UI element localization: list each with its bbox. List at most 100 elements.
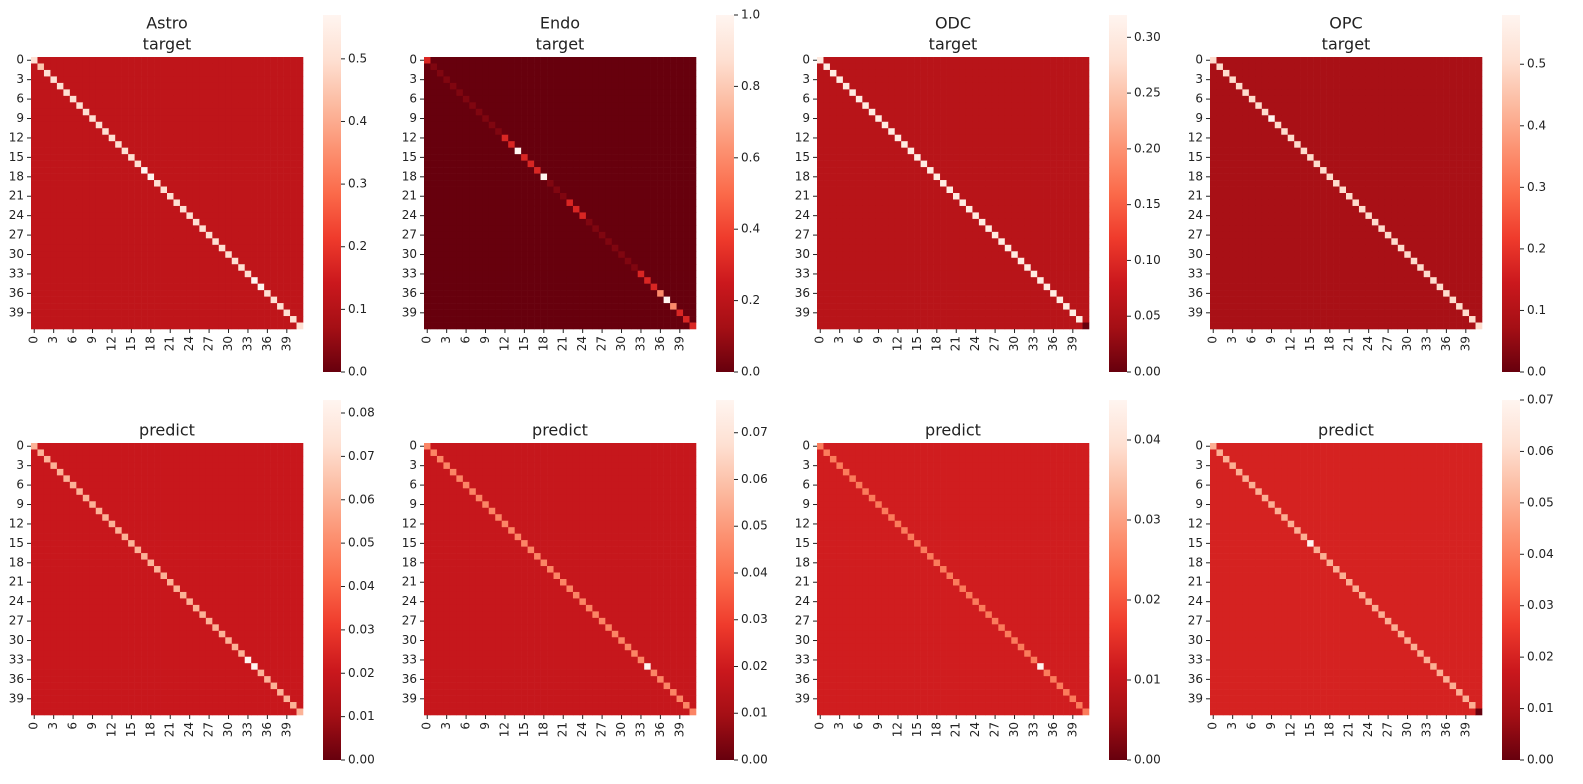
heatmap-cell [121,257,129,265]
heatmap-cell [644,251,651,259]
heatmap-cell [978,108,986,116]
heatmap-cell [76,283,84,291]
heatmap-cell [946,154,954,161]
heatmap-cell [560,225,567,233]
heatmap-cell [231,322,239,330]
heatmap-cell [147,147,155,155]
heatmap-cell [456,160,464,168]
heatmap-cell [663,322,671,330]
heatmap-cell [683,296,690,304]
heatmap-cell [817,154,824,161]
heatmap-cell [894,251,902,259]
heatmap-cell [186,309,194,317]
heatmap-cell [76,303,84,310]
heatmap-cell [560,69,567,77]
heatmap-cell [1063,160,1070,168]
heatmap-cell [244,63,252,71]
heatmap-cell [868,225,876,233]
heatmap-cell [978,173,986,181]
heatmap-cell [238,225,246,233]
heatmap-cell [173,108,181,116]
heatmap-cell [1037,147,1044,155]
heatmap-cell [167,238,174,246]
heatmap-cell [650,63,658,71]
heatmap-cell [296,193,304,200]
y-tick-label: 24 [402,208,417,222]
heatmap-cell [553,108,561,116]
y-tick-label: 12 [9,130,24,144]
heatmap-cell [238,309,246,317]
heatmap-cell [631,173,639,181]
x-tick-label: 21 [163,336,177,351]
heatmap-cell [257,225,265,233]
heatmap-cell [108,108,116,116]
heatmap-cell [69,212,77,220]
heatmap-cell [56,63,64,71]
heatmap-cell [985,186,993,194]
heatmap-cell [875,199,883,207]
heatmap-cell [553,147,561,155]
heatmap-cell [69,205,77,213]
heatmap-cell [605,95,613,103]
heatmap-cell [173,283,181,291]
heatmap-cell [1011,63,1019,71]
heatmap-cell [147,205,155,213]
heatmap-cell [218,63,226,71]
heatmap-cell [173,128,181,136]
heatmap-cell [449,296,457,304]
heatmap-cell [186,147,194,155]
heatmap-cell [449,69,457,77]
heatmap-cell [508,212,515,220]
heatmap-cell [251,167,258,174]
heatmap-cell [618,128,626,136]
heatmap-cell [296,57,304,64]
heatmap-cell [663,95,671,103]
heatmap-cell [670,102,677,110]
heatmap-cell [514,95,522,103]
heatmap-cell [572,160,580,168]
heatmap-cell [160,108,168,116]
heatmap-cell [1017,82,1025,90]
heatmap-cell [160,277,168,284]
heatmap-cell [540,89,548,97]
heatmap-cell [637,69,645,77]
heatmap-cell [670,147,677,155]
heatmap-cell [95,121,103,129]
heatmap-cell [1063,212,1070,220]
heatmap-cell [102,108,110,116]
heatmap-cell [257,244,265,252]
heatmap-cell [154,160,161,168]
heatmap-cell [160,238,168,246]
heatmap-cell [115,251,122,259]
heatmap-cell [823,147,831,155]
heatmap-cell [186,63,194,71]
heatmap-cell [475,69,483,77]
heatmap-cell [141,57,148,64]
heatmap-cell [95,257,103,265]
heatmap-cell [186,141,194,148]
heatmap-cell [469,296,477,304]
heatmap-cell [991,244,999,252]
heatmap-cell [527,57,535,64]
heatmap-cell [244,316,252,323]
heatmap-cell [424,167,431,174]
heatmap-cell [637,102,645,110]
heatmap-cell [31,180,38,187]
heatmap-cell [657,212,664,220]
heatmap-cell [598,303,606,310]
heatmap-cell [82,264,90,272]
heatmap-cell [689,218,697,226]
heatmap-cell [102,225,110,233]
heatmap-cell [50,244,58,252]
heatmap-cell [1043,141,1051,148]
heatmap-cell [836,95,844,103]
heatmap-cell [449,57,457,64]
heatmap-cell [862,167,870,174]
heatmap-cell [63,277,71,284]
heatmap-cell [553,205,561,213]
heatmap-cell [624,82,632,90]
heatmap-cell [462,69,470,77]
heatmap-cell [482,322,490,330]
heatmap-cell [475,141,483,148]
heatmap-cell [534,296,541,304]
